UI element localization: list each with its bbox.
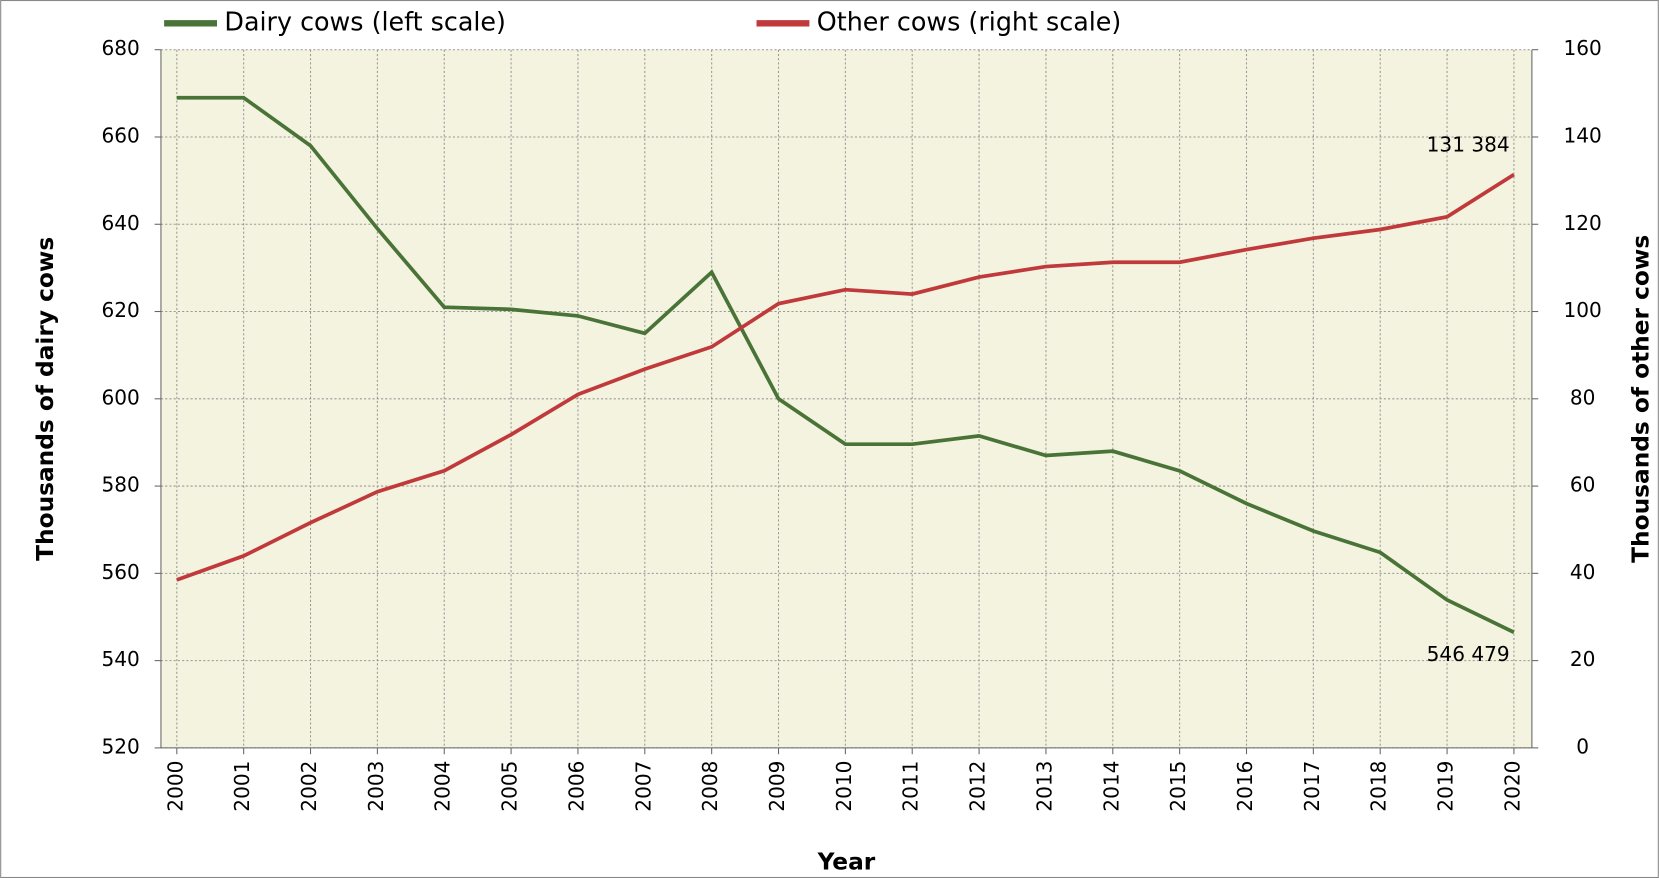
x-tick-label: 2016 [1233, 761, 1257, 812]
x-tick-label: 2013 [1032, 761, 1056, 812]
legend-label: Other cows (right scale) [817, 6, 1122, 36]
y2-tick-label: 40 [1570, 560, 1596, 584]
x-tick-label: 2005 [498, 761, 522, 812]
value-label: 131 384 [1427, 133, 1510, 157]
x-tick-label: 2001 [230, 761, 254, 812]
y-tick-label: 560 [101, 560, 139, 584]
y-tick-label: 520 [101, 734, 139, 758]
value-label: 546 479 [1427, 642, 1510, 666]
x-tick-label: 2010 [832, 761, 856, 812]
line-series [176, 95, 1515, 635]
x-tick-label: 2000 [163, 761, 187, 812]
y2-tick-label: 80 [1570, 385, 1596, 409]
x-tick-label: 2012 [966, 761, 990, 812]
y-axis-title: Thousands of dairy cows [32, 237, 59, 561]
y-tick-label: 540 [101, 647, 139, 671]
x-tick-label: 2020 [1500, 761, 1524, 812]
x-tick-label: 2003 [364, 761, 388, 812]
y-tick-label: 680 [101, 36, 139, 60]
y2-tick-label: 0 [1576, 734, 1589, 758]
y-tick-label: 580 [101, 473, 139, 497]
x-tick-label: 2007 [631, 761, 655, 812]
line-series [176, 173, 1515, 582]
x-axis-title: Year [817, 849, 876, 876]
x-tick-label: 2011 [899, 761, 923, 812]
y2-tick-label: 140 [1564, 123, 1602, 147]
x-tick-label: 2008 [698, 761, 722, 812]
y2-tick-label: 100 [1564, 298, 1602, 322]
x-tick-label: 2002 [297, 761, 321, 812]
y-tick-label: 640 [101, 211, 139, 235]
x-tick-label: 2004 [431, 761, 455, 812]
x-tick-label: 2006 [564, 761, 588, 812]
y-tick-label: 600 [101, 385, 139, 409]
x-tick-label: 2018 [1367, 761, 1391, 812]
y2-tick-label: 120 [1564, 211, 1602, 235]
y2-axis-title: Thousands of other cows [1627, 235, 1654, 563]
x-tick-label: 2014 [1099, 761, 1123, 812]
y2-tick-label: 160 [1564, 36, 1602, 60]
x-tick-label: 2009 [765, 761, 789, 812]
y2-tick-label: 20 [1570, 647, 1596, 671]
y-tick-label: 620 [101, 298, 139, 322]
x-tick-label: 2017 [1300, 761, 1324, 812]
y2-tick-label: 60 [1570, 473, 1596, 497]
y-tick-label: 660 [101, 123, 139, 147]
legend-label: Dairy cows (left scale) [224, 6, 506, 36]
x-tick-label: 2019 [1434, 761, 1458, 812]
x-tick-label: 2015 [1166, 761, 1190, 812]
